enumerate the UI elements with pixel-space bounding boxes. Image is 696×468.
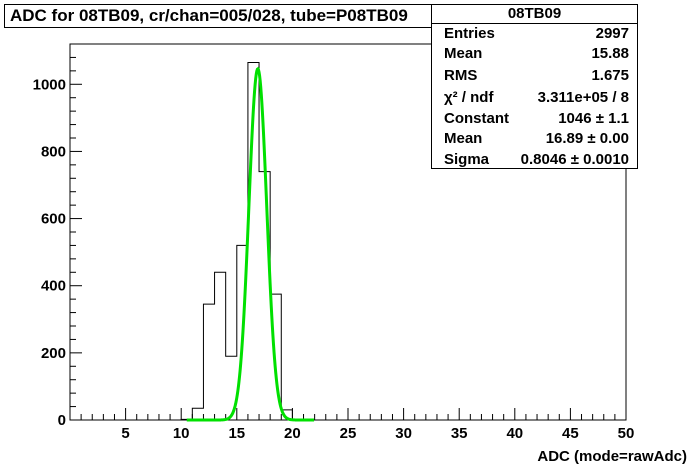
y-tick-label: 400: [41, 278, 66, 295]
y-tick-label: 0: [58, 412, 66, 429]
stats-label: Entries: [444, 25, 495, 42]
x-tick-label: 50: [618, 425, 635, 442]
stats-label: RMS: [444, 67, 478, 84]
stats-box: 08TB09 Entries 2997 Mean 15.88 RMS 1.675…: [431, 4, 638, 169]
histogram-bin: [259, 172, 270, 420]
histogram: [180, 61, 305, 420]
histogram-bin: [215, 272, 226, 420]
stats-row-rms: RMS 1.675: [432, 66, 637, 86]
x-tick-label: 10: [173, 425, 190, 442]
x-tick-label: 30: [395, 425, 412, 442]
stats-label: Sigma: [444, 151, 490, 168]
x-tick-label: 35: [451, 425, 468, 442]
x-tick-label: 40: [506, 425, 523, 442]
stats-label: Constant: [444, 110, 509, 127]
gaussian-fit: [186, 66, 315, 422]
y-tick-label: 1000: [33, 76, 66, 93]
stats-name: 08TB09: [432, 5, 637, 24]
stats-row-constant: Constant 1046 ± 1.1: [432, 109, 637, 129]
stats-row-entries: Entries 2997: [432, 24, 637, 44]
y-tick-label: 600: [41, 211, 66, 228]
x-tick-label: 20: [284, 425, 301, 442]
stats-value: 15.88: [591, 45, 629, 62]
plot-title: ADC for 08TB09, cr/chan=005/028, tube=P0…: [4, 4, 496, 28]
x-tick-label: 15: [228, 425, 245, 442]
x-tick-label: 45: [562, 425, 579, 442]
histogram-bin: [192, 408, 203, 420]
stats-value: 3.311e+05 / 8: [537, 89, 629, 106]
stats-value: 1.675: [591, 67, 629, 84]
stats-row-fit-mean: Mean 16.89 ± 0.00: [432, 129, 637, 149]
stats-label: Mean: [444, 45, 483, 62]
y-tick-label: 200: [41, 345, 66, 362]
axes: 5 10 15 20 25 30 35 40 45 50 0 200 400 600 800 1000: [33, 43, 635, 442]
stats-label: Mean: [444, 130, 483, 147]
histogram-bin: [203, 304, 214, 420]
fit-curve: [186, 66, 315, 422]
stats-row-sigma: Sigma 0.8046 ± 0.0010: [432, 150, 637, 170]
stats-value: 1046 ± 1.1: [558, 110, 629, 127]
y-tick-label: 800: [41, 143, 66, 160]
x-tick-label: 25: [340, 425, 357, 442]
stats-row-mean: Mean 15.88: [432, 44, 637, 64]
stats-row-chi2: χ² / ndf 3.311e+05 / 8: [432, 88, 637, 108]
x-tick-label: 5: [121, 425, 129, 442]
stats-value: 2997: [595, 25, 629, 42]
x-axis-label: ADC (mode=rawAdc): [537, 448, 687, 465]
stats-label: χ² / ndf: [444, 89, 494, 106]
stats-value: 0.8046 ± 0.0010: [520, 151, 629, 168]
stats-value: 16.89 ± 0.00: [545, 130, 629, 147]
